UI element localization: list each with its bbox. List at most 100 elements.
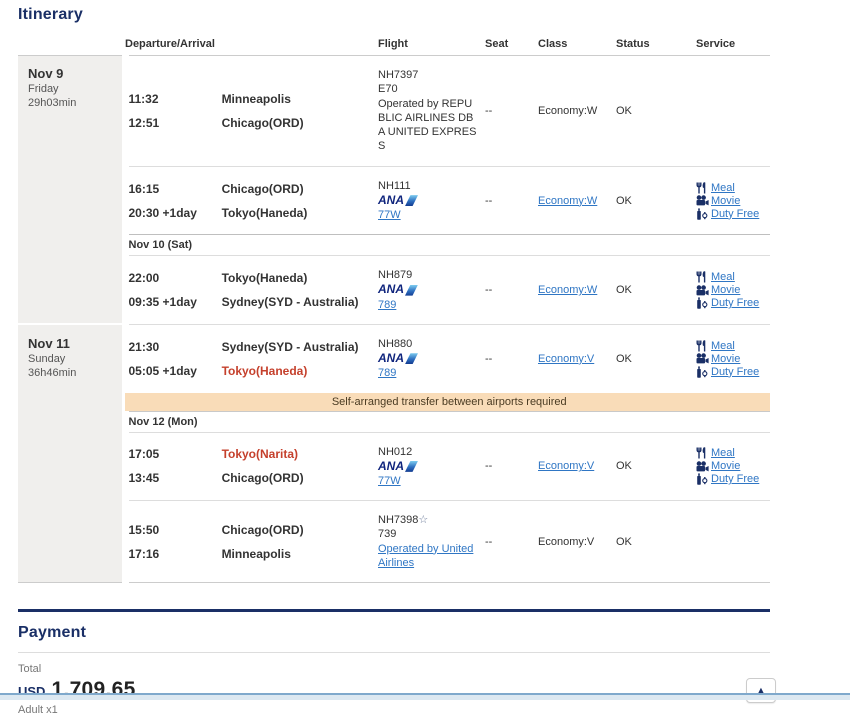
- subdate-row-2: Nov 12 (Mon): [18, 411, 770, 433]
- segment-row-5: 17:05 Tokyo(Narita) 13:45 Chicago(ORD) N…: [18, 432, 770, 502]
- operated-by-link[interactable]: Operated by United Airlines: [378, 542, 474, 570]
- col-header-flight: Flight: [378, 32, 485, 56]
- service-cell: Meal Movie Duty Free: [696, 255, 770, 325]
- ana-logo-text: ANA: [378, 282, 404, 297]
- col-header-departure-arrival: Departure/Arrival: [125, 32, 378, 56]
- arrival-time: 17:16: [128, 546, 160, 561]
- day-label: Friday: [28, 83, 59, 95]
- movie-icon: [696, 461, 711, 472]
- seat-value: --: [485, 255, 538, 325]
- transfer-notice: Self-arranged transfer between airports …: [125, 392, 770, 412]
- payment-section: Payment Total USD 1,709.65 Adult x1 ▲: [18, 609, 776, 716]
- arrival-city: Tokyo(Haneda): [221, 363, 308, 378]
- movie-link[interactable]: Movie: [711, 284, 741, 297]
- duration-label: 36h46min: [28, 366, 77, 379]
- departure-time: 15:50: [128, 522, 160, 537]
- movie-link[interactable]: Movie: [711, 194, 741, 207]
- duty-free-icon: [696, 207, 711, 220]
- operated-by-text: Operated by REPUBLIC AIRLINES DBA UNITED…: [378, 97, 477, 153]
- date-label: Nov 11: [28, 335, 70, 351]
- movie-link[interactable]: Movie: [711, 352, 741, 365]
- seat-value: --: [485, 166, 538, 236]
- arrival-city: Sydney(SYD - Australia): [221, 295, 359, 310]
- class-value: Economy:W: [538, 55, 616, 167]
- departure-city: Minneapolis: [221, 91, 291, 106]
- aircraft-link[interactable]: 77W: [378, 474, 401, 487]
- arrival-time: 13:45: [128, 471, 160, 486]
- departure-city: Tokyo(Narita): [221, 447, 299, 462]
- subdate-label: Nov 10 (Sat): [125, 234, 770, 257]
- service-cell: Meal Movie Duty Free: [696, 432, 770, 502]
- duty-free-link[interactable]: Duty Free: [711, 473, 760, 486]
- seat-value: --: [485, 432, 538, 502]
- duty-free-icon: [696, 366, 711, 378]
- service-cell: [696, 55, 770, 167]
- flight-number: NH7398: [378, 514, 419, 527]
- duty-free-link[interactable]: Duty Free: [711, 297, 760, 310]
- movie-icon: [696, 195, 711, 206]
- movie-icon: [696, 284, 711, 296]
- ana-swoosh-icon: [405, 195, 418, 207]
- col-header-class: Class: [538, 32, 616, 56]
- aircraft-link[interactable]: 77W: [378, 209, 401, 222]
- duty-free-icon: [696, 473, 711, 486]
- flight-number: NH879: [378, 269, 413, 282]
- ana-swoosh-icon: [405, 353, 418, 365]
- ana-logo-text: ANA: [378, 192, 404, 207]
- meal-link[interactable]: Meal: [711, 181, 735, 194]
- arrival-city: Chicago(ORD): [221, 471, 304, 486]
- seat-value: --: [485, 55, 538, 167]
- date-cell-nov9: Nov 9 Friday 29h03min: [18, 55, 125, 325]
- col-header-status: Status: [616, 32, 696, 56]
- segment-row-3: 22:00 Tokyo(Haneda) 09:35 +1day Sydney(S…: [18, 255, 770, 325]
- aircraft-link[interactable]: 789: [378, 298, 397, 311]
- arrival-time: 12:51: [128, 115, 160, 130]
- duty-free-link[interactable]: Duty Free: [711, 207, 760, 220]
- departure-time: 11:32: [128, 91, 159, 106]
- ana-logo-text: ANA: [378, 350, 404, 365]
- arrival-time: 20:30 +1day: [128, 205, 197, 220]
- status-value: OK: [616, 432, 696, 502]
- duty-free-icon: [696, 297, 711, 309]
- departure-time: 21:30: [128, 339, 160, 354]
- aircraft-code: E70: [378, 83, 398, 96]
- segment-row-2: 16:15 Chicago(ORD) 20:30 +1day Tokyo(Han…: [18, 166, 770, 236]
- segment-row-4: Nov 11 Sunday 36h46min 21:30 Sydney(SYD …: [18, 324, 770, 583]
- payment-divider: [18, 652, 770, 654]
- class-link[interactable]: Economy:W: [538, 284, 598, 297]
- meal-icon: [696, 181, 711, 194]
- meal-icon: [696, 339, 711, 352]
- departure-city: Sydney(SYD - Australia): [221, 339, 359, 354]
- class-link[interactable]: Economy:V: [538, 352, 595, 365]
- aircraft-link[interactable]: 789: [378, 367, 397, 380]
- aircraft-code: 739: [378, 528, 397, 541]
- meal-link[interactable]: Meal: [711, 271, 735, 284]
- meal-link[interactable]: Meal: [711, 339, 735, 352]
- departure-city: Chicago(ORD): [221, 181, 304, 196]
- movie-link[interactable]: Movie: [711, 460, 741, 473]
- date-cell-nov11: Nov 11 Sunday 36h46min: [18, 324, 125, 583]
- service-cell: Meal Movie Duty Free: [696, 166, 770, 236]
- departure-city: Chicago(ORD): [221, 522, 304, 537]
- status-value: OK: [616, 352, 632, 365]
- up-arrow-icon: ▲: [756, 685, 766, 696]
- segment-row-6: 15:50 Chicago(ORD) 17:16 Minneapolis NH7…: [18, 501, 770, 583]
- subdate-row-1: Nov 10 (Sat): [18, 234, 770, 257]
- movie-icon: [696, 353, 711, 364]
- ana-swoosh-icon: [405, 284, 418, 296]
- class-link[interactable]: Economy:W: [538, 194, 598, 207]
- itinerary-title: Itinerary: [18, 6, 83, 23]
- arrival-time: 09:35 +1day: [128, 295, 197, 310]
- ana-airline-logo: ANA: [378, 282, 479, 297]
- seat-value: --: [485, 535, 493, 548]
- day-label: Sunday: [28, 352, 66, 365]
- itinerary-table: Departure/Arrival Flight Seat Class Stat…: [18, 32, 770, 584]
- duty-free-link[interactable]: Duty Free: [711, 365, 760, 378]
- status-value: OK: [616, 55, 696, 167]
- departure-city: Tokyo(Haneda): [221, 271, 308, 286]
- class-link[interactable]: Economy:V: [538, 460, 595, 473]
- flight-number: NH111: [378, 179, 411, 192]
- ana-airline-logo: ANA: [378, 459, 479, 473]
- footer-bar: [0, 693, 850, 700]
- meal-link[interactable]: Meal: [711, 447, 735, 460]
